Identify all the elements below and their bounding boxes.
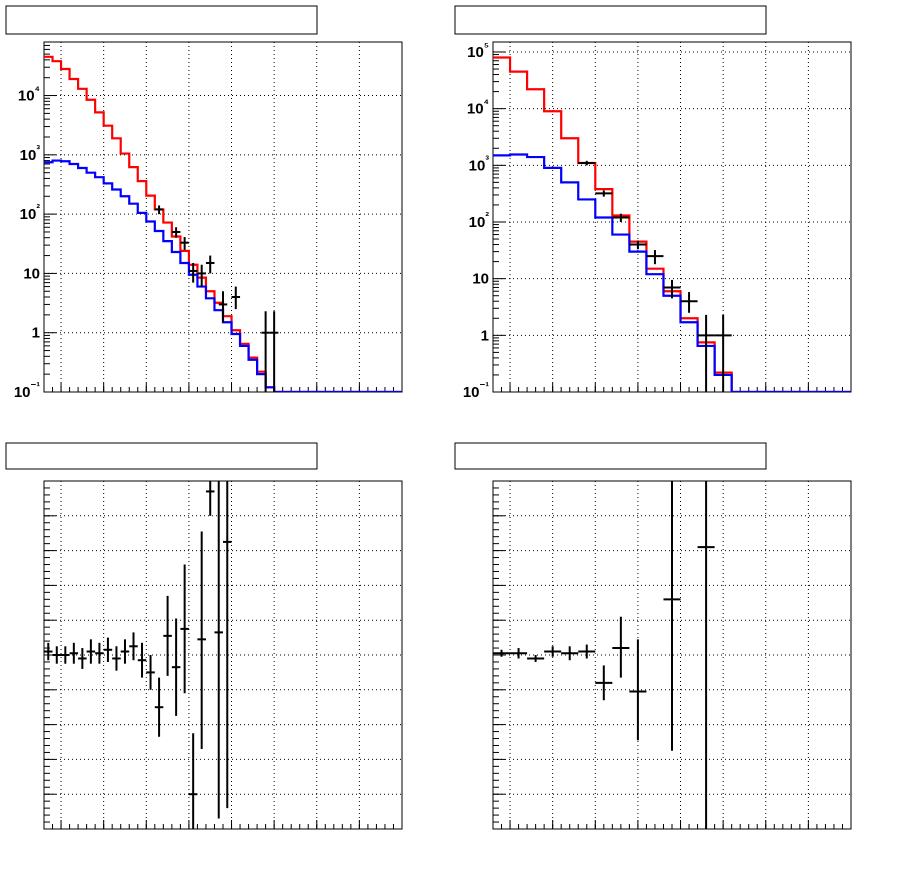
- data-point: [612, 616, 630, 678]
- data-point: [188, 733, 198, 829]
- data-point: [663, 279, 681, 299]
- data-point: [218, 291, 228, 323]
- y-tick-exponent: ⁴: [484, 98, 489, 110]
- data-point: [493, 649, 511, 657]
- chart-panel-1: 10⁻¹ 1 10 10² 10³ 10⁴: [5, 5, 403, 401]
- plot-frame: [43, 41, 403, 393]
- y-tick-label: 10⁴: [467, 98, 489, 118]
- data-point: [137, 642, 147, 678]
- data-point: [595, 190, 613, 197]
- data-point: [171, 227, 181, 238]
- data-point: [197, 264, 206, 287]
- y-tick-exponent: ⁻¹: [480, 381, 490, 393]
- data-point: [163, 595, 172, 676]
- y-tick-label: 10³: [469, 154, 490, 174]
- title-box: [5, 442, 318, 470]
- chart-panel-2: 10⁻¹ 1 10 10² 10³ 10⁴ 10⁵: [454, 5, 852, 401]
- data-point: [595, 665, 613, 701]
- y-tick-exponent: ²: [485, 211, 489, 223]
- title-box: [454, 442, 767, 470]
- data-point: [269, 311, 279, 392]
- data-point: [103, 637, 113, 662]
- y-tick-exponent: ³: [485, 154, 489, 166]
- title-box: [5, 5, 318, 35]
- plot-content: [44, 55, 402, 392]
- plot-content: [44, 481, 232, 829]
- data-point: [180, 237, 189, 250]
- data-point: [129, 632, 138, 661]
- data-point: [95, 642, 104, 664]
- data-point: [205, 255, 215, 274]
- series-2-histogram: [44, 159, 402, 392]
- data-point: [578, 160, 596, 166]
- data-point: [527, 655, 545, 662]
- y-tick-exponent: ⁻¹: [31, 381, 41, 393]
- data-point: [44, 642, 53, 661]
- data-point: [612, 213, 630, 222]
- data-point: [154, 205, 164, 215]
- data-point: [231, 286, 241, 310]
- data-point: [61, 646, 70, 664]
- title-box: [454, 5, 767, 35]
- y-tick-label: 10²: [469, 211, 490, 231]
- data-point: [561, 646, 579, 661]
- data-point: [112, 646, 121, 671]
- plot-content: [493, 56, 851, 392]
- y-tick-exponent: ²: [36, 203, 40, 215]
- data-point: [188, 262, 198, 283]
- data-point: [223, 481, 232, 809]
- data-point: [629, 240, 647, 250]
- y-tick-label: 10³: [20, 144, 41, 164]
- data-point: [680, 292, 698, 313]
- data-point: [714, 314, 732, 392]
- chart-panel-3: [5, 442, 403, 830]
- data-point: [697, 481, 715, 829]
- data-point: [154, 677, 164, 737]
- data-point: [261, 311, 270, 392]
- plot-content: [493, 481, 715, 829]
- data-point: [180, 564, 189, 694]
- y-tick-label: 10⁵: [467, 41, 489, 61]
- data-point: [214, 481, 223, 819]
- data-point: [146, 655, 155, 690]
- data-point: [578, 644, 596, 659]
- data-point: [629, 639, 647, 741]
- y-tick-label: 10⁻¹: [463, 381, 489, 401]
- y-tick-label: 1: [32, 325, 40, 342]
- y-tick-label: 1: [481, 327, 489, 344]
- data-point: [510, 648, 528, 659]
- data-point: [544, 646, 562, 657]
- data-point: [197, 531, 206, 749]
- data-point: [663, 481, 681, 751]
- plot-frame: [43, 480, 403, 830]
- data-point: [205, 481, 215, 516]
- data-point: [646, 250, 664, 265]
- data-point: [86, 639, 96, 664]
- y-tick-label: 10: [472, 271, 489, 288]
- data-point: [120, 639, 130, 664]
- data-point: [78, 648, 87, 669]
- chart-panel-4: [454, 442, 852, 830]
- series-2-histogram: [493, 153, 851, 392]
- y-tick-exponent: ³: [36, 144, 40, 156]
- data-point: [697, 314, 715, 392]
- y-tick-label: 10²: [20, 203, 41, 223]
- y-tick-exponent: ⁵: [484, 41, 489, 53]
- data-point: [52, 646, 62, 664]
- y-tick-exponent: ⁴: [35, 85, 40, 97]
- data-point: [69, 642, 79, 664]
- data-point: [171, 618, 181, 716]
- y-tick-label: 10⁻¹: [14, 381, 40, 401]
- plot-frame: [492, 41, 852, 393]
- y-tick-label: 10: [23, 265, 40, 282]
- y-tick-label: 10⁴: [18, 85, 40, 105]
